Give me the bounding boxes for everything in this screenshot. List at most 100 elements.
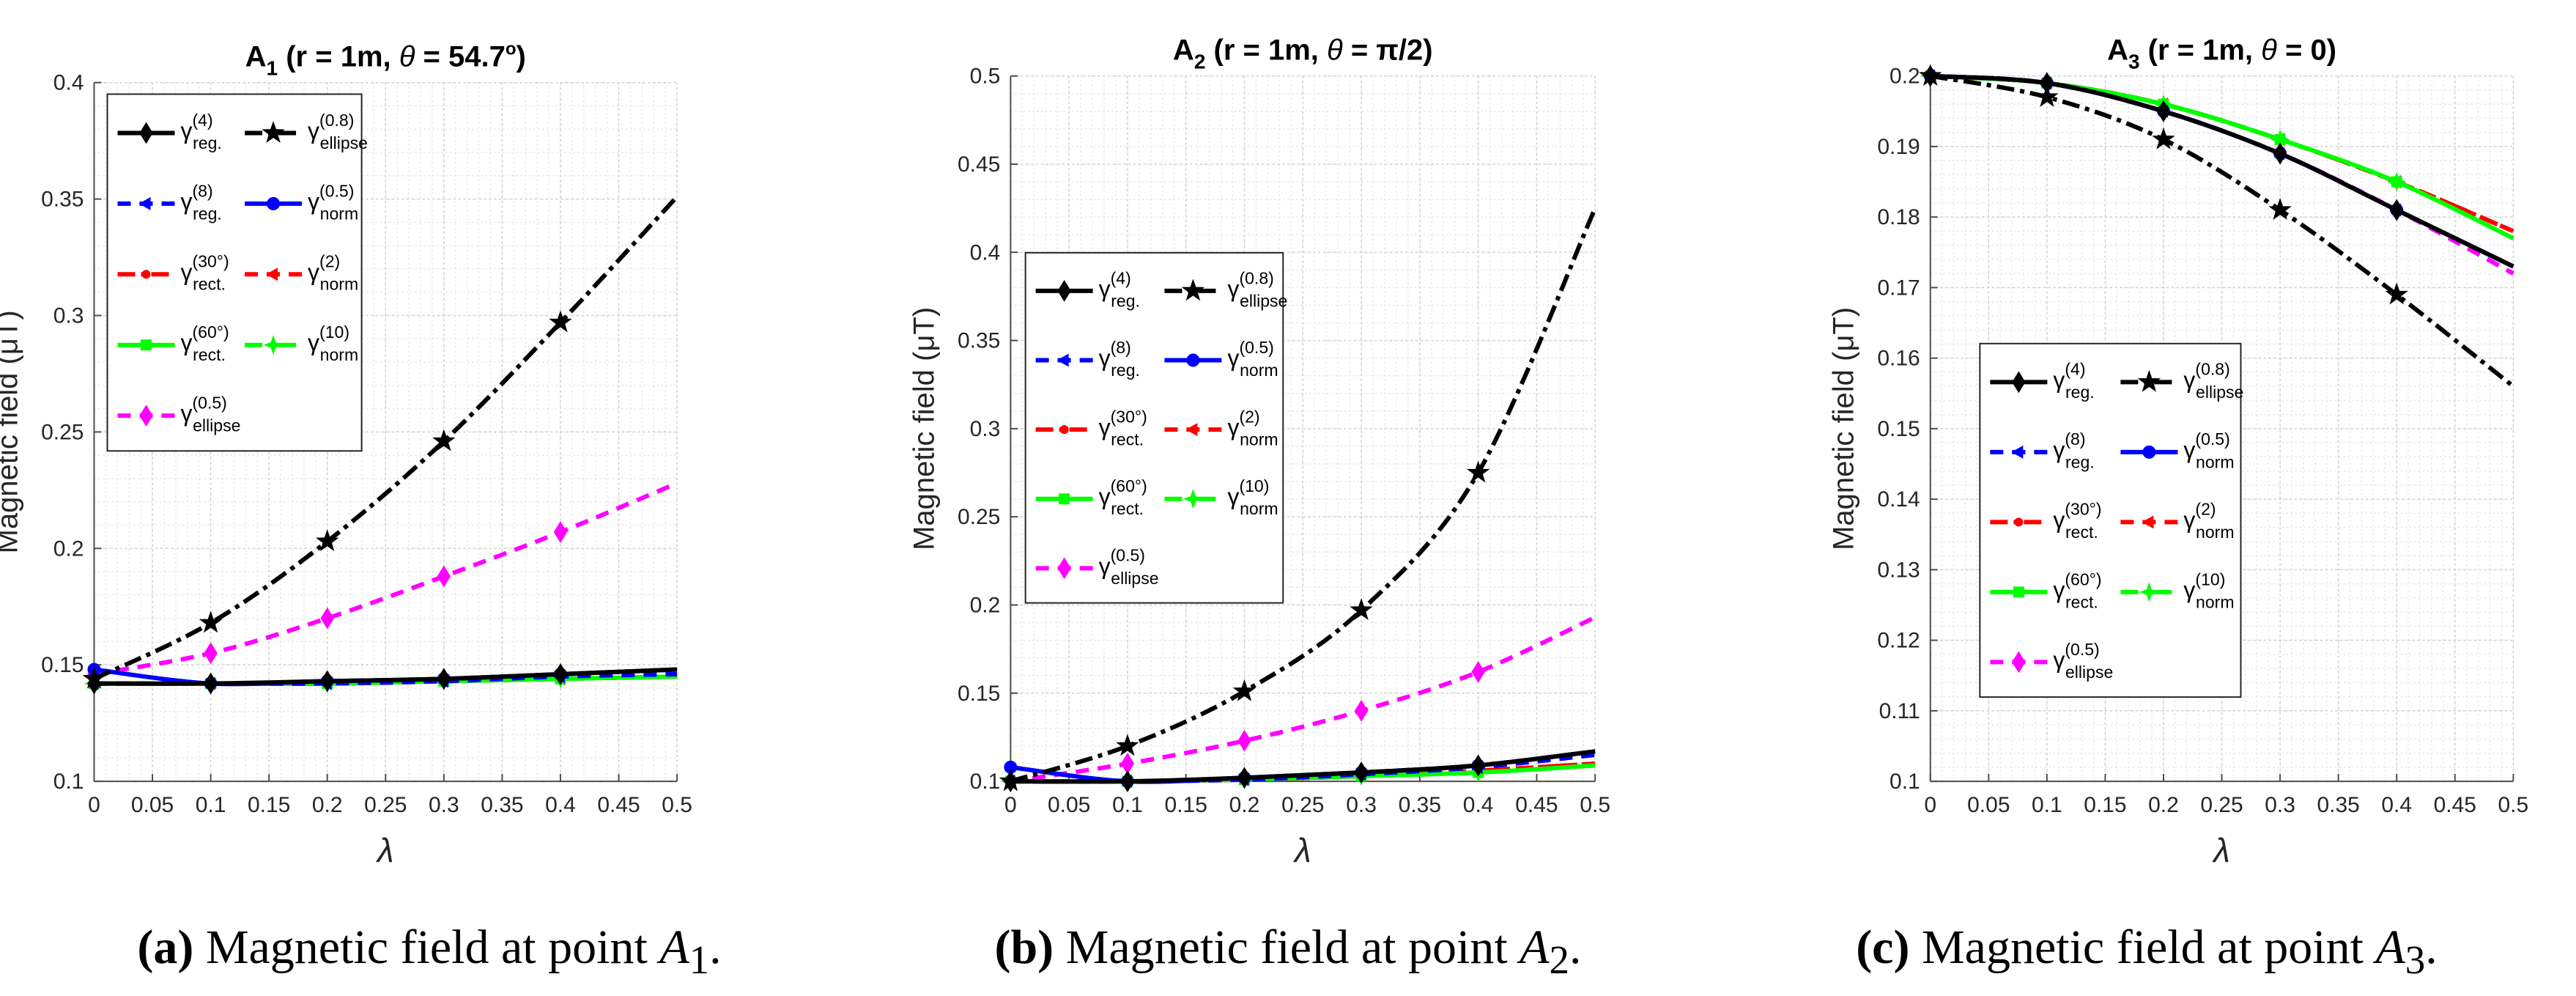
legend-entry-sub: ellipse: [1111, 569, 1158, 588]
legend-entry-label: γ(10): [308, 322, 349, 356]
legend-entry-norm05: γ(0.5)norm: [245, 181, 358, 223]
legend-entry-norm10: γ(10)norm: [2120, 569, 2235, 611]
y-tick-label: 0.12: [1877, 629, 1920, 653]
legend-entry-norm10: γ(10)norm: [1164, 476, 1278, 518]
series-point-reg4: [553, 663, 568, 685]
legend-entry-rect30: γ(30°)rect.: [1990, 500, 2102, 542]
x-tick-label: 0.35: [1399, 793, 1441, 817]
legend-entry-label: γ(8): [181, 181, 213, 215]
legend-entry-norm05: γ(0.5)norm: [2120, 429, 2235, 471]
legend-entry-norm2: γ(2)norm: [2120, 500, 2235, 542]
x-tick-label: 0.2: [312, 793, 343, 817]
legend-entry-sub: ellipse: [320, 133, 368, 152]
x-tick-label: 0.15: [1165, 793, 1207, 817]
legend-marker: [1182, 489, 1203, 509]
y-tick-label: 0.14: [1877, 487, 1920, 512]
legend-entry-sub: norm: [320, 275, 358, 294]
legend-entry-rect30: γ(30°)rect.: [117, 252, 229, 294]
x-axis-label: λ: [1292, 831, 1311, 869]
legend-entry-rect60: γ(60°)rect.: [1990, 569, 2102, 611]
x-tick-label: 0.5: [662, 793, 692, 817]
y-axis-label: Magnetic field (μT): [908, 307, 940, 550]
series-point-ellipse05: [1354, 699, 1369, 722]
legend-marker: [266, 268, 278, 281]
x-tick-label: 0.4: [1463, 793, 1494, 817]
x-tick-label: 0.2: [2148, 793, 2179, 817]
x-tick-label: 0: [1924, 793, 1936, 817]
legend-entry-sub: reg.: [193, 133, 222, 152]
x-axis-label: λ: [2211, 831, 2230, 869]
legend-entry-label: γ(0.5): [1227, 338, 1273, 372]
x-tick-label: 0.25: [2200, 793, 2243, 817]
x-tick-label: 0.45: [1515, 793, 1558, 817]
y-tick-label: 0.18: [1877, 205, 1920, 229]
legend-marker: [139, 122, 153, 144]
series-point-ellipse05: [553, 521, 568, 543]
series-point-ellipse08: [199, 610, 223, 633]
series-point-reg4: [1471, 754, 1485, 777]
series-point-ellipse05: [437, 565, 451, 588]
series-point-ellipse08: [549, 310, 572, 333]
legend-entry-norm2: γ(2)norm: [245, 252, 358, 294]
legend-marker: [141, 270, 151, 279]
legend-entry-reg4: γ(4)reg.: [1035, 268, 1140, 310]
caption-label: (a): [137, 921, 194, 974]
series-point-reg4: [2156, 100, 2171, 122]
legend-entry-sub: norm: [1240, 499, 1278, 518]
legend-marker: [138, 196, 151, 210]
x-axis-label: λ: [375, 831, 394, 869]
legend-entry-label: γ(2): [1227, 407, 1259, 441]
legend-entry-label: γ(0.8): [1227, 268, 1273, 302]
y-tick-label: 0.1: [1890, 770, 1920, 794]
series-point-ellipse08: [2035, 84, 2059, 107]
chart-b: 0 0.05 0.1 0.15 0.2 0.25 0.3 0.35 0.4 0.45 0.5 0.1 0…: [908, 34, 1610, 869]
y-axis-label: Magnetic field (μT): [1828, 307, 1860, 550]
legend-entry-label: γ(4): [1099, 268, 1131, 302]
series-point-ellipse05: [204, 642, 218, 665]
y-tick-label: 0.15: [1877, 417, 1920, 441]
legend-entry-label: γ(30°): [1099, 407, 1147, 441]
legend-entry-ellipse08: γ(0.8)ellipse: [245, 111, 368, 152]
series-point-ellipse08: [2152, 127, 2175, 150]
legend-marker: [2012, 651, 2026, 674]
legend-entry-norm10: γ(10)norm: [245, 322, 358, 364]
series-point-reg4: [1237, 767, 1251, 789]
caption-label: (c): [1856, 921, 1910, 974]
x-tick-label: 0.1: [1112, 793, 1143, 817]
legend-entry-sub: reg.: [2065, 452, 2095, 471]
legend-entry-label: γ(0.5): [308, 181, 354, 215]
series-point-ellipse08: [2268, 197, 2292, 220]
chart-title: A1 (r = 1m, θ = 54.7o): [245, 40, 526, 80]
legend-marker: [267, 196, 281, 210]
y-tick-label: 0.2: [1890, 64, 1920, 89]
legend-entry-sub: rect.: [2065, 523, 2098, 542]
y-tick-label: 0.4: [970, 240, 1001, 265]
legend-entry-sub: rect.: [1111, 499, 1144, 518]
y-tick-label: 0.3: [53, 303, 84, 328]
caption-end: .: [2425, 921, 2438, 974]
legend-entry-sub: rect.: [2065, 592, 2098, 611]
legend-marker: [1185, 423, 1198, 437]
series-point-ellipse08: [432, 429, 456, 451]
y-tick-label: 0.3: [970, 417, 1001, 441]
y-axis-label: Magnetic field (μT): [0, 310, 23, 553]
series-point-reg4: [2273, 142, 2287, 165]
y-tick-label: 0.1: [970, 770, 1001, 794]
legend-entry-sub: norm: [320, 204, 358, 223]
caption-var: A: [659, 921, 689, 974]
series-point-reg4: [1354, 761, 1369, 783]
legend-marker: [1181, 278, 1205, 301]
legend-marker: [1059, 425, 1069, 435]
series-point-ellipse08: [1466, 460, 1490, 483]
legend-marker: [141, 339, 152, 351]
x-tick-label: 0.15: [2084, 793, 2126, 817]
caption-var: A: [2375, 921, 2405, 974]
legend-entry-ellipse05: γ(0.5)ellipse: [1035, 546, 1159, 588]
caption-end: .: [709, 921, 722, 974]
legend-entry-ellipse05: γ(0.5)ellipse: [1990, 640, 2113, 682]
x-tick-label: 0.2: [1229, 793, 1260, 817]
series-point-ellipse08: [1116, 734, 1139, 756]
legend-entry-ellipse05: γ(0.5)ellipse: [117, 393, 240, 435]
x-tick-label: 0.45: [597, 793, 640, 817]
legend-entry-reg8: γ(8)reg.: [1035, 338, 1140, 380]
